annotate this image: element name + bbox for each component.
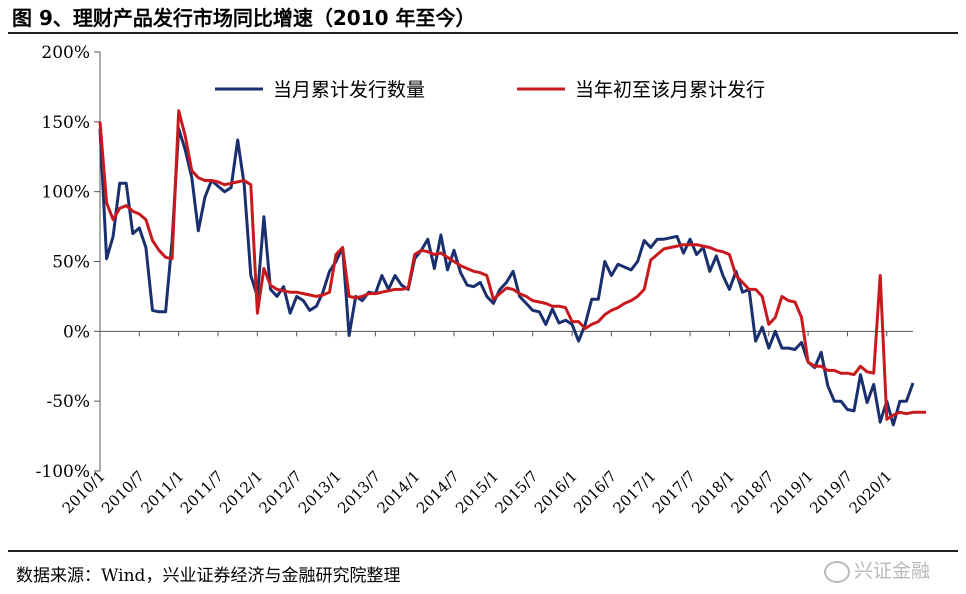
- y-tick-label: 200%: [41, 43, 90, 63]
- series-lines: [98, 109, 927, 427]
- chart-title: 图 9、理财产品发行市场同比增速（2010 年至今）: [12, 6, 476, 30]
- watermark: 兴证金融: [823, 556, 930, 583]
- x-tick-label: 2014/7: [413, 467, 463, 517]
- y-tick-label: -50%: [46, 392, 90, 412]
- x-tick-label: 2016/7: [570, 467, 620, 517]
- line-chart: 200% 150% 100% 50% 0% -50% -100% 2010/12010/72…: [36, 43, 927, 517]
- x-tick-label: 2014/1: [373, 467, 423, 517]
- x-tick-label: 2018/7: [728, 467, 778, 517]
- x-tick-label: 2016/1: [531, 467, 581, 517]
- y-tick-label: 0%: [63, 322, 90, 342]
- y-tick-label: -100%: [36, 462, 90, 482]
- y-tick-label: 50%: [52, 253, 90, 273]
- x-tick-label: 2012/7: [255, 467, 305, 517]
- y-tick-label: 100%: [41, 183, 90, 203]
- x-tick-label: 2010/7: [98, 467, 148, 517]
- x-tick-label: 2017/7: [649, 467, 699, 517]
- legend-label-ytd: 当年初至该月累计发行: [575, 79, 765, 101]
- chart-frame: [99, 52, 913, 471]
- x-tick-label: 2013/7: [334, 467, 384, 517]
- y-tick-label: 150%: [41, 113, 90, 133]
- wechat-icon: [823, 560, 850, 583]
- x-tick-label: 2012/1: [216, 467, 266, 517]
- legend: 当月累计发行数量 当年初至该月累计发行: [215, 79, 765, 101]
- x-tick-label: 2019/1: [767, 467, 817, 517]
- x-tick-label: 2018/1: [688, 467, 738, 517]
- x-tick-label: 2017/1: [610, 467, 660, 517]
- x-tick-label: 2019/7: [806, 467, 856, 517]
- source-note: 数据来源：Wind，兴业证券经济与金融研究院整理: [16, 566, 401, 586]
- series-line-monthly: [98, 127, 915, 427]
- y-axis: 200% 150% 100% 50% 0% -50% -100%: [36, 43, 100, 482]
- x-tick-label: 2020/1: [846, 467, 896, 517]
- x-tick-label: 2013/1: [295, 467, 345, 517]
- series-line-ytd: [98, 109, 927, 421]
- x-tick-label: 2011/1: [137, 467, 187, 517]
- x-tick-label: 2015/1: [452, 467, 502, 517]
- x-tick-label: 2015/7: [492, 467, 542, 517]
- x-axis: 2010/12010/72011/12011/72012/12012/72013…: [59, 331, 896, 517]
- legend-label-monthly: 当月累计发行数量: [273, 79, 425, 101]
- top-rule: [8, 32, 958, 34]
- x-tick-label: 2011/7: [177, 467, 227, 517]
- watermark-text: 兴证金融: [853, 560, 930, 582]
- bottom-rule: [8, 550, 958, 552]
